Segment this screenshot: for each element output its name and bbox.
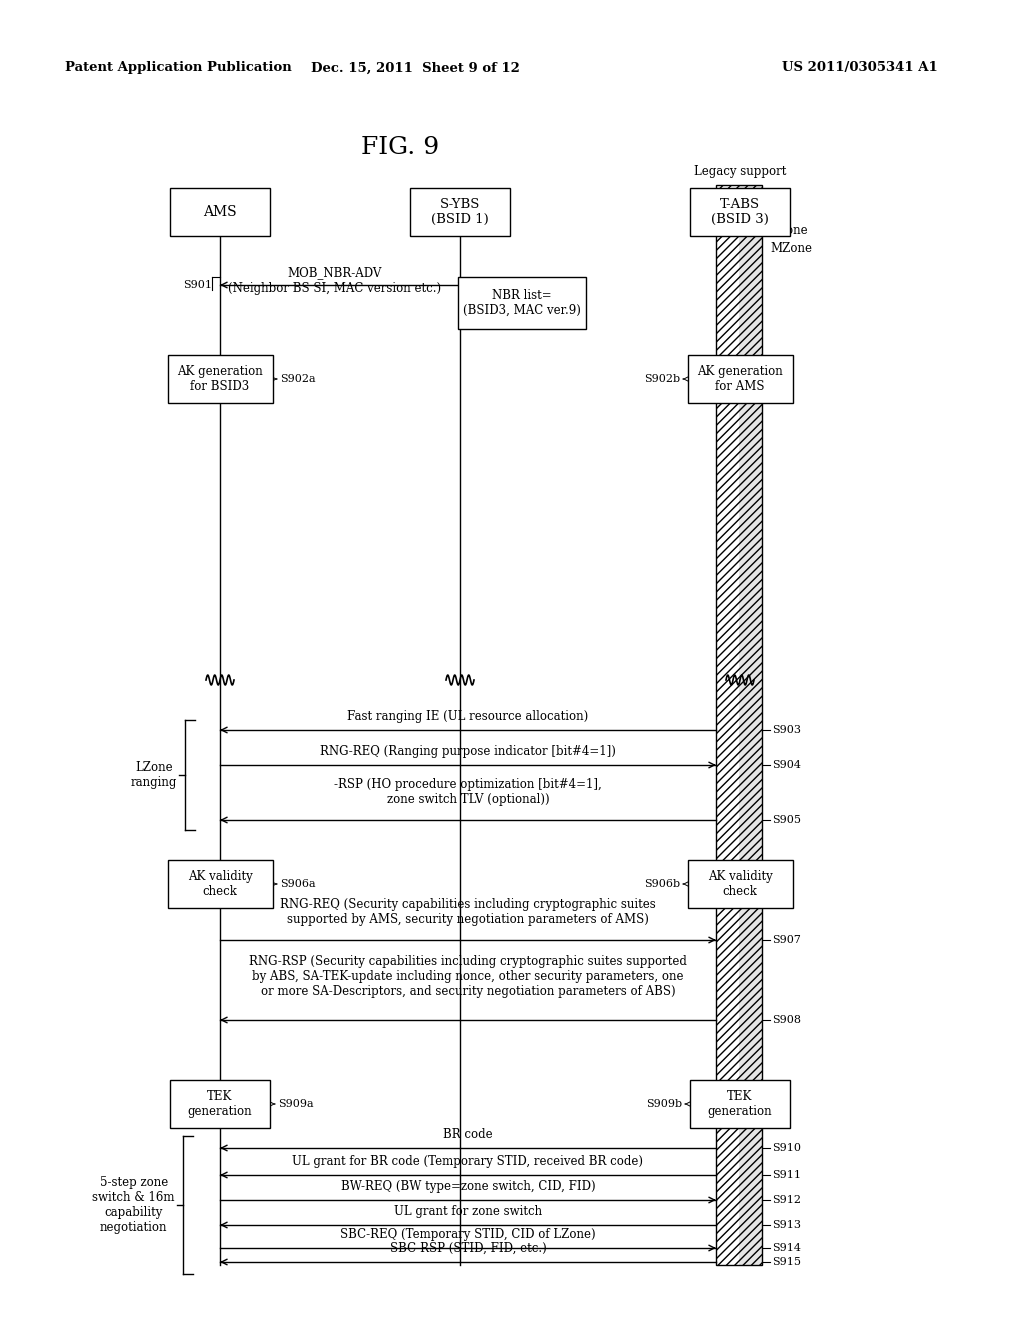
Text: Patent Application Publication: Patent Application Publication xyxy=(65,62,292,74)
Text: S912: S912 xyxy=(772,1195,801,1205)
Bar xyxy=(170,187,270,236)
Text: AK generation
for BSID3: AK generation for BSID3 xyxy=(177,366,263,393)
Text: NBR list=
(BSID3, MAC ver.9): NBR list= (BSID3, MAC ver.9) xyxy=(463,289,581,317)
Text: T-ABS
(BSID 3): T-ABS (BSID 3) xyxy=(711,198,769,226)
Text: RNG-RSP (Security capabilities including cryptographic suites supported
by ABS, : RNG-RSP (Security capabilities including… xyxy=(249,954,687,998)
Text: FIG. 9: FIG. 9 xyxy=(360,136,439,160)
Text: S910: S910 xyxy=(772,1143,801,1152)
Bar xyxy=(168,861,272,908)
Text: S913: S913 xyxy=(772,1220,801,1230)
Text: AMS: AMS xyxy=(203,205,237,219)
Bar xyxy=(168,355,272,403)
Bar xyxy=(687,861,793,908)
Text: S903: S903 xyxy=(772,725,801,735)
Text: US 2011/0305341 A1: US 2011/0305341 A1 xyxy=(782,62,938,74)
Text: Legacy support: Legacy support xyxy=(694,165,786,178)
Text: S907: S907 xyxy=(772,935,801,945)
Text: RNG-REQ (Ranging purpose indicator [bit#4=1]): RNG-REQ (Ranging purpose indicator [bit#… xyxy=(321,744,616,758)
Text: BW-REQ (BW type=zone switch, CID, FID): BW-REQ (BW type=zone switch, CID, FID) xyxy=(341,1180,595,1193)
Bar xyxy=(690,187,790,236)
Bar xyxy=(690,1080,790,1129)
Text: S909b: S909b xyxy=(646,1100,682,1109)
Text: LZone
ranging: LZone ranging xyxy=(131,762,177,789)
Text: UL grant for BR code (Temporary STID, received BR code): UL grant for BR code (Temporary STID, re… xyxy=(293,1155,643,1168)
Text: S906b: S906b xyxy=(644,879,680,888)
Text: S-YBS
(BSID 1): S-YBS (BSID 1) xyxy=(431,198,488,226)
Text: S901: S901 xyxy=(183,280,212,290)
Text: MOB_NBR-ADV: MOB_NBR-ADV xyxy=(288,267,382,279)
Text: UL grant for zone switch: UL grant for zone switch xyxy=(394,1205,542,1218)
Text: S908: S908 xyxy=(772,1015,801,1026)
Bar xyxy=(170,1080,270,1129)
Text: TEK
generation: TEK generation xyxy=(187,1090,252,1118)
Text: S902a: S902a xyxy=(280,374,315,384)
Text: LZone: LZone xyxy=(770,223,808,236)
Text: RNG-REQ (Security capabilities including cryptographic suites
supported by AMS, : RNG-REQ (Security capabilities including… xyxy=(281,898,656,927)
Bar xyxy=(458,277,586,329)
Text: S914: S914 xyxy=(772,1243,801,1253)
Text: AK generation
for AMS: AK generation for AMS xyxy=(697,366,783,393)
Text: S904: S904 xyxy=(772,760,801,770)
Text: BR code: BR code xyxy=(443,1129,493,1140)
Text: SBC-RSP (STID, FID, etc.): SBC-RSP (STID, FID, etc.) xyxy=(389,1242,547,1255)
Text: -RSP (HO procedure optimization [bit#4=1],
zone switch TLV (optional)): -RSP (HO procedure optimization [bit#4=1… xyxy=(334,777,602,807)
Text: Dec. 15, 2011  Sheet 9 of 12: Dec. 15, 2011 Sheet 9 of 12 xyxy=(310,62,519,74)
Text: S911: S911 xyxy=(772,1170,801,1180)
Text: 5-step zone
switch & 16m
capability
negotiation: 5-step zone switch & 16m capability nego… xyxy=(92,1176,175,1234)
Bar xyxy=(716,185,762,1265)
Bar xyxy=(739,185,762,1265)
Text: TEK
generation: TEK generation xyxy=(708,1090,772,1118)
Text: (Neighbor BS SI, MAC version etc.): (Neighbor BS SI, MAC version etc.) xyxy=(228,282,441,294)
Text: MZone: MZone xyxy=(770,242,812,255)
Text: S902b: S902b xyxy=(644,374,680,384)
Bar xyxy=(410,187,510,236)
Text: Fast ranging IE (UL resource allocation): Fast ranging IE (UL resource allocation) xyxy=(347,710,589,723)
Text: S915: S915 xyxy=(772,1257,801,1267)
Text: S906a: S906a xyxy=(280,879,315,888)
Bar xyxy=(687,355,793,403)
Text: SBC-REQ (Temporary STID, CID of LZone): SBC-REQ (Temporary STID, CID of LZone) xyxy=(340,1228,596,1241)
Text: AK validity
check: AK validity check xyxy=(708,870,772,898)
Text: AK validity
check: AK validity check xyxy=(187,870,252,898)
Text: S909a: S909a xyxy=(278,1100,313,1109)
Text: S905: S905 xyxy=(772,814,801,825)
